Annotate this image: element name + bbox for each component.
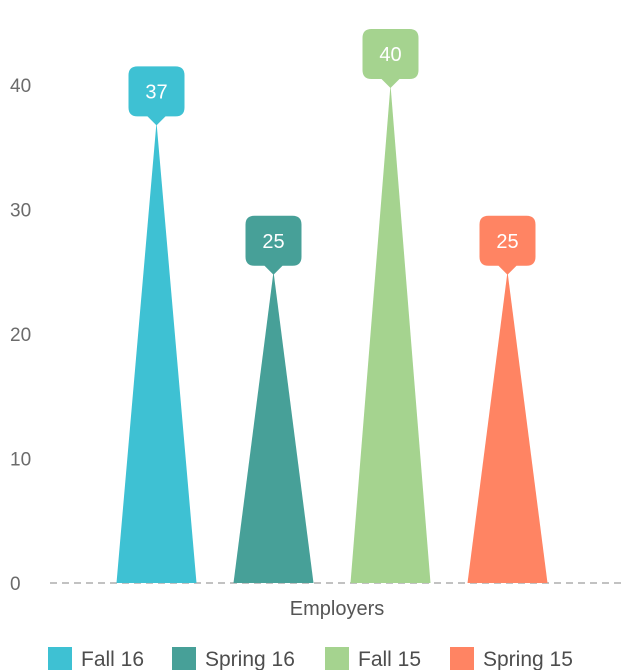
data-label-bubble (128, 66, 185, 126)
legend-item-fall-15[interactable]: Fall 15 (325, 647, 421, 670)
data-label-bubble (362, 29, 419, 88)
data-label-bubble (245, 215, 302, 275)
data-label-value: 40 (379, 44, 401, 66)
legend-swatch (450, 647, 474, 670)
legend-swatch (48, 647, 72, 670)
data-label-spring-16: 25 (245, 215, 302, 275)
legend-item-fall-16[interactable]: Fall 16 (48, 647, 144, 670)
y-tick-label: 0 (10, 574, 21, 595)
data-label-bubble (479, 215, 536, 275)
data-label-spring-15: 25 (479, 215, 536, 275)
y-tick-label: 20 (10, 325, 31, 346)
data-label-value: 37 (145, 81, 167, 103)
data-label-fall-15: 40 (362, 29, 419, 88)
legend-swatch (172, 647, 196, 670)
bar-spike-fall-16[interactable] (116, 122, 197, 583)
legend-item-spring-15[interactable]: Spring 15 (450, 647, 573, 670)
bar-spike-spring-15[interactable] (467, 271, 548, 583)
legend-label: Fall 16 (81, 648, 144, 670)
y-tick-label: 30 (10, 201, 31, 222)
legend-label: Fall 15 (358, 648, 421, 670)
legend-label: Spring 15 (483, 648, 573, 670)
data-label-group: 37 25 40 25 (128, 29, 536, 275)
legend-label: Spring 16 (205, 648, 295, 670)
legend-swatch (325, 647, 349, 670)
bar-spike-fall-15[interactable] (350, 85, 431, 583)
legend: Fall 16 Spring 16 Fall 15 Spring 15 (48, 647, 573, 670)
y-tick-label: 40 (10, 76, 31, 97)
x-axis: Employers (290, 598, 384, 620)
y-axis: 0 10 20 30 40 (10, 76, 31, 595)
data-label-value: 25 (496, 231, 518, 253)
y-tick-label: 10 (10, 450, 31, 471)
bar-spike-spring-16[interactable] (233, 271, 314, 583)
legend-item-spring-16[interactable]: Spring 16 (172, 647, 295, 670)
data-label-value: 25 (262, 231, 284, 253)
x-category-label: Employers (290, 598, 384, 620)
data-label-fall-16: 37 (128, 66, 185, 126)
bar-series-group (116, 85, 548, 583)
